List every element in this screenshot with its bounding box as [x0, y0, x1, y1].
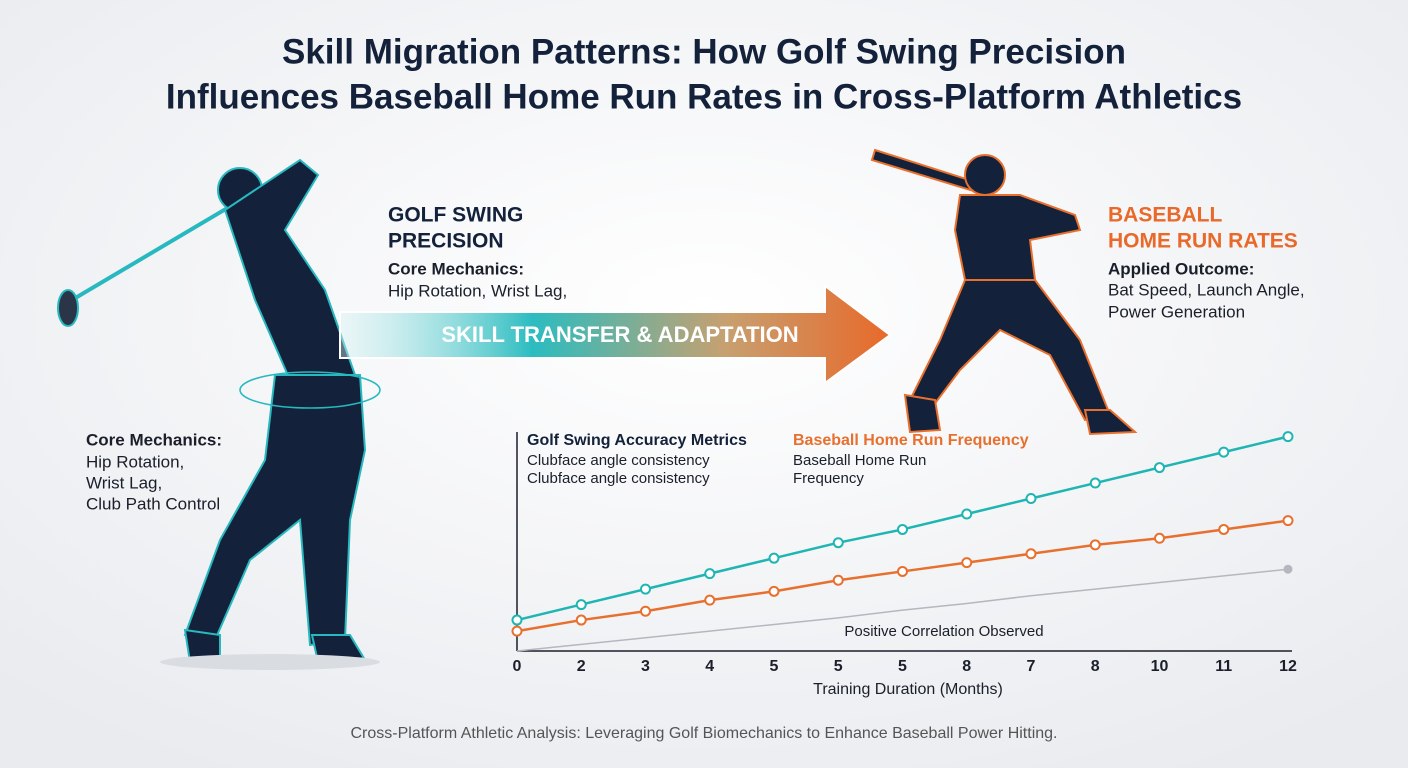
- panel-text: Bat Speed, Launch Angle,: [1108, 280, 1305, 299]
- x-tick-label: 5: [898, 658, 907, 675]
- data-point: [1089, 539, 1101, 551]
- data-point: [511, 625, 523, 637]
- footer: Cross-Platform Athletic Analysis: Levera…: [350, 725, 1057, 742]
- data-point: [1089, 477, 1101, 489]
- data-point: [768, 552, 780, 564]
- x-tick-label: 3: [641, 658, 650, 675]
- data-point: [1154, 462, 1165, 474]
- data-point: [1218, 523, 1230, 535]
- data-point: [575, 614, 587, 626]
- legend-description: Frequency: [793, 470, 864, 487]
- legend-entry: Baseball Home Run Frequency: [793, 432, 1029, 449]
- legend-description: Clubface angle consistency: [527, 452, 710, 469]
- panel-heading: GOLF SWING: [388, 204, 523, 227]
- panel-text: Power Generation: [1108, 302, 1245, 321]
- note-label: Core Mechanics:: [86, 430, 222, 449]
- x-tick-label: 4: [705, 658, 714, 675]
- data-point: [1154, 532, 1165, 544]
- data-point: [832, 537, 844, 549]
- title-line: Influences Baseball Home Run Rates in Cr…: [166, 77, 1242, 116]
- panel-heading: BASEBALL: [1108, 204, 1223, 227]
- data-point: [640, 583, 651, 595]
- legend-description: Baseball Home Run: [793, 452, 926, 469]
- data-point: [1025, 493, 1037, 505]
- x-axis-title: Training Duration (Months): [813, 681, 1003, 698]
- arrow-label: SKILL TRANSFER & ADAPTATION: [441, 322, 798, 347]
- series-line: [516, 568, 1289, 652]
- legend-entry: Golf Swing Accuracy Metrics: [527, 432, 747, 449]
- annotation: Positive Correlation Observed: [844, 623, 1043, 640]
- shadow: [160, 654, 380, 670]
- data-point: [1283, 564, 1293, 574]
- x-tick-label: 5: [770, 658, 779, 675]
- data-point: [961, 508, 973, 520]
- data-point: [897, 565, 908, 577]
- x-tick-label: 8: [1091, 658, 1100, 675]
- data-point: [897, 523, 908, 535]
- data-point: [1282, 431, 1294, 443]
- x-tick-label: 8: [962, 658, 971, 675]
- data-point: [640, 605, 651, 617]
- data-point: [961, 557, 973, 569]
- batter-illustration: [870, 148, 1138, 436]
- note-text: Club Path Control: [86, 494, 220, 513]
- panel-label: Applied Outcome:: [1108, 259, 1254, 278]
- data-point: [704, 594, 716, 606]
- data-point: [832, 574, 844, 586]
- panel-heading: HOME RUN RATES: [1108, 230, 1298, 253]
- legend-description: Clubface angle consistency: [527, 470, 710, 487]
- panel-label: Core Mechanics:: [388, 259, 524, 278]
- transfer-arrow: [339, 283, 892, 385]
- data-point: [768, 585, 780, 597]
- panel-text: Hip Rotation, Wrist Lag,: [388, 281, 567, 300]
- note-text: Hip Rotation,: [86, 452, 184, 471]
- x-tick-label: 2: [577, 658, 586, 675]
- x-tick-label: 0: [513, 658, 522, 675]
- x-tick-label: 11: [1215, 658, 1232, 675]
- panel-heading: PRECISION: [388, 230, 504, 253]
- title-line: Skill Migration Patterns: How Golf Swing…: [282, 32, 1126, 71]
- x-tick-label: 5: [834, 658, 843, 675]
- data-point: [1282, 515, 1294, 527]
- note-text: Wrist Lag,: [86, 473, 162, 492]
- data-point: [575, 599, 587, 611]
- data-point: [511, 614, 523, 626]
- x-tick-label: 7: [1027, 658, 1036, 675]
- x-tick-label: 10: [1151, 658, 1169, 675]
- data-point: [1218, 446, 1230, 458]
- data-point: [1025, 548, 1037, 560]
- data-point: [704, 568, 716, 580]
- x-tick-label: 12: [1279, 658, 1297, 675]
- golfer-illustration: [57, 158, 381, 664]
